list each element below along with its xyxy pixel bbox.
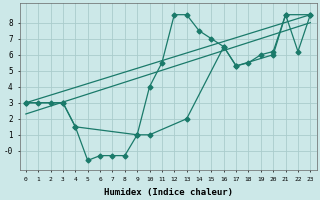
X-axis label: Humidex (Indice chaleur): Humidex (Indice chaleur) [104, 188, 233, 197]
